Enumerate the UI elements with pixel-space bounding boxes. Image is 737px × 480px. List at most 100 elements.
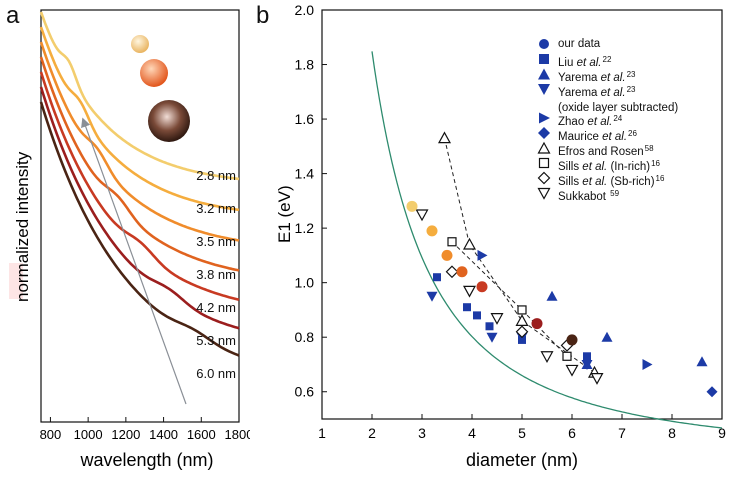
y-tick-label-b: 0.6	[295, 384, 315, 400]
our-data-point	[531, 318, 543, 330]
open-triangle-up-icon	[537, 141, 551, 154]
efros-rosen-point	[462, 237, 477, 250]
medium-nanocrystal-sphere	[140, 59, 168, 87]
triangle-right-marker-icon	[539, 112, 550, 124]
x-tick-label-a: 1600	[187, 427, 216, 442]
zhao-point	[477, 249, 488, 261]
yarema-point	[601, 331, 613, 342]
spectra-labels: 2.8 nm 3.2 nm 3.5 nm 3.8 nm 4.2 nm 5.3 nm 6.0 …	[196, 168, 236, 381]
ylabel-highlight	[9, 263, 23, 299]
x-tick-label-a: 1400	[149, 427, 178, 442]
y-tick-label-b: 1.4	[295, 166, 315, 182]
legend-sills-sb: Sills et al. (Sb-rich)16	[537, 171, 678, 188]
maurice-point	[706, 386, 718, 398]
sills-in-point	[517, 305, 527, 315]
efros-rosen-point	[515, 314, 529, 326]
legend-yarema-oxide: Yarema et al.23 (oxide layer subtracted)	[537, 82, 678, 114]
spectrum-label: 3.5 nm	[196, 234, 236, 249]
sills-in-point	[447, 237, 457, 247]
legend-zhao: Zhao et al.24	[537, 111, 678, 128]
sukkabot-point	[462, 285, 477, 298]
x-tick-label-b: 2	[368, 425, 376, 441]
our-data-point	[566, 334, 578, 346]
x-tick-label-b: 8	[668, 425, 676, 441]
legend-liu: Liu et al.22	[537, 52, 678, 69]
legend-label: Zhao et al.24	[558, 114, 623, 128]
y-tick-label-b: 2.0	[295, 2, 315, 18]
spectra-curves	[39, 11, 240, 357]
spectrum-curve	[39, 71, 240, 301]
y-tick-label-b: 0.8	[295, 329, 315, 345]
y-tick-label-b: 1.8	[295, 57, 315, 73]
yarema-oxide-point	[486, 332, 498, 343]
legend-label: Yarema et al.23	[558, 70, 636, 84]
legend-maurice: Maurice et al.26	[537, 126, 678, 143]
xlabel-b: diameter (nm)	[466, 450, 578, 470]
x-tick-label-a: 1000	[74, 427, 103, 442]
spectrum-label: 5.3 nm	[196, 333, 236, 348]
yarema-oxide-point	[426, 291, 438, 302]
legend-label: Liu et al.22	[558, 55, 612, 69]
legend: our data Liu et al.22 Yarema et al.23 Ya…	[537, 37, 678, 203]
spectrum-label: 2.8 nm	[196, 168, 236, 183]
sills-sb-point	[515, 325, 529, 339]
large-nanocrystal-sphere	[148, 100, 190, 142]
legend-label: Yarema et al.23 (oxide layer subtracted)	[558, 85, 679, 114]
spectrum-curve	[39, 86, 240, 330]
x-tick-label-b: 9	[718, 425, 726, 441]
legend-label: Sills et al. (Sb-rich)16	[558, 174, 665, 188]
liu-point	[583, 352, 591, 361]
axes-b: 1 2 3 4 5 6 7 8 9 0.6 0.8 1.0 1.2 1.4 1.6 1.8 2.0	[295, 2, 727, 441]
our-data-point	[441, 249, 453, 261]
sukkabot-point	[590, 373, 604, 385]
square-marker-icon	[539, 54, 549, 64]
small-nanocrystal-sphere	[131, 35, 149, 53]
x-tick-label-b: 4	[468, 425, 476, 441]
circle-marker-icon	[539, 39, 549, 49]
diamond-marker-icon	[538, 127, 550, 139]
legend-yarema: Yarema et al.23	[537, 67, 678, 84]
dashed-guides	[444, 138, 595, 374]
sukkabot-point	[490, 313, 504, 325]
y-tick-label-b: 1.0	[295, 275, 315, 291]
panel-a-letter: a	[6, 2, 20, 29]
legend-label: our data	[558, 38, 601, 50]
panel-b-letter: b	[256, 2, 270, 29]
legend-our-data: our data	[537, 37, 678, 52]
sukkabot-point	[540, 351, 554, 364]
open-triangle-down-icon	[537, 187, 551, 200]
spectrum-label: 3.8 nm	[196, 267, 236, 282]
efros-rosen-point	[437, 131, 452, 144]
sukkabot-point	[565, 364, 579, 377]
sukkabot-point	[415, 209, 429, 222]
our-data-point	[426, 225, 438, 237]
liu-point	[473, 311, 481, 320]
absorption-spectra-chart: normalized intensity wavelength (nm) 800…	[9, 9, 250, 470]
zhao-point	[642, 358, 653, 370]
x-tick-label-b: 1	[318, 425, 326, 441]
triangle-down-marker-icon	[538, 84, 550, 95]
ylabel-b: E1 (eV)	[275, 185, 294, 243]
sills-in-point	[562, 351, 572, 361]
liu-point	[463, 303, 471, 312]
dashed-guide	[451, 241, 568, 357]
spectrum-curve	[39, 41, 240, 242]
open-diamond-icon	[537, 171, 551, 185]
x-tick-label-b: 3	[418, 425, 426, 441]
x-tick-label-b: 5	[518, 425, 526, 441]
spectrum-label: 6.0 nm	[196, 366, 236, 381]
liu-point	[433, 273, 441, 282]
our-data-point	[456, 266, 468, 278]
x-axis-a: 800 1000 1200 1400 1600 1800	[40, 417, 250, 442]
legend-label: Maurice et al.26	[558, 129, 637, 143]
legend-label: Efros and Rosen58	[558, 144, 654, 158]
xlabel-a: wavelength (nm)	[79, 450, 213, 470]
scatter-points	[406, 131, 718, 398]
ylabel-a: normalized intensity	[13, 151, 32, 302]
legend-efros: Efros and Rosen58	[537, 141, 678, 158]
plot-a-frame	[40, 9, 240, 423]
triangle-up-marker-icon	[538, 68, 550, 80]
legend-sukkabot: Sukkabot 59	[537, 186, 678, 203]
sills-sb-point	[445, 265, 459, 279]
spectrum-curve	[39, 11, 240, 181]
